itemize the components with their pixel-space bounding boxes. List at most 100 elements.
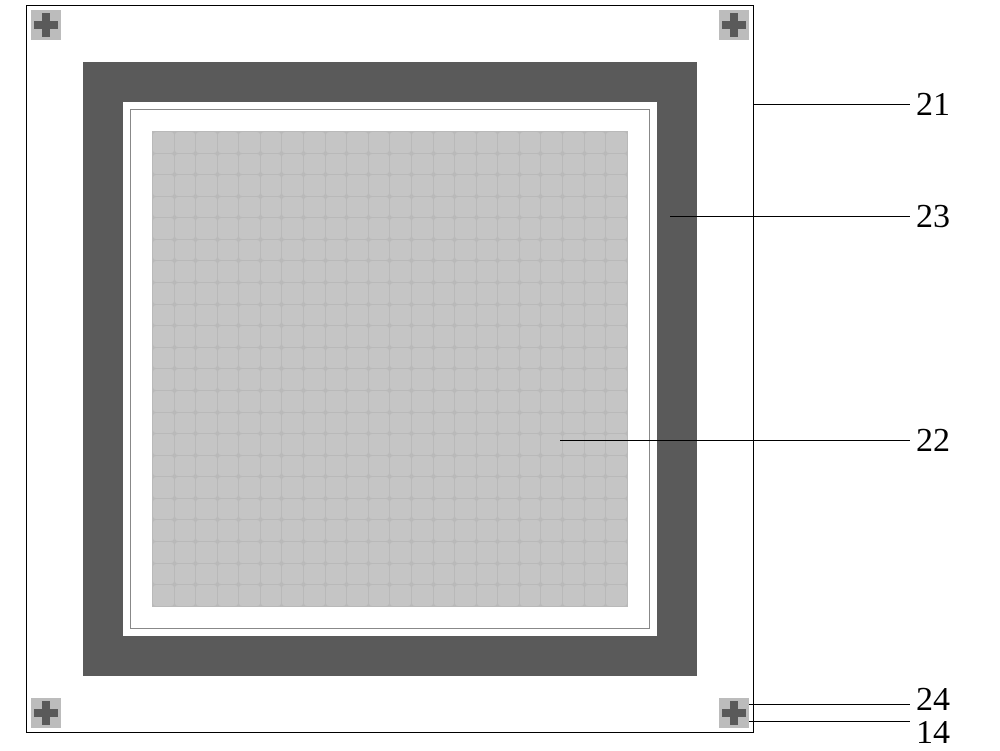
grid-cell [347, 434, 368, 455]
grid-cell [153, 369, 174, 390]
grid-cell [390, 348, 411, 369]
grid-cell [455, 154, 476, 175]
grid-cell [606, 391, 627, 412]
grid-cell [563, 585, 584, 606]
grid-cell [261, 132, 282, 153]
grid-cell [477, 413, 498, 434]
grid-cell [347, 326, 368, 347]
grid-cell [390, 240, 411, 261]
grid-cell [434, 218, 455, 239]
grid-cell [347, 154, 368, 175]
grid-cell [498, 413, 519, 434]
grid-cell [541, 434, 562, 455]
grid-cell [390, 477, 411, 498]
grid-cell [498, 564, 519, 585]
grid-cell [347, 564, 368, 585]
grid-cell [196, 218, 217, 239]
grid-cell [520, 326, 541, 347]
grid-cell [196, 413, 217, 434]
grid-cell [153, 348, 174, 369]
grid-cell [585, 261, 606, 282]
grid-cell [520, 261, 541, 282]
diagram-stage: 2123222414 [0, 0, 1000, 749]
grid-cell [434, 564, 455, 585]
grid-cell [261, 197, 282, 218]
grid-cell [412, 520, 433, 541]
grid-cell [520, 197, 541, 218]
grid-cell [153, 391, 174, 412]
grid-cell [347, 542, 368, 563]
grid-cell [477, 564, 498, 585]
grid-cell [498, 434, 519, 455]
grid-cell [369, 348, 390, 369]
grid-cell [175, 305, 196, 326]
grid-cell [282, 456, 303, 477]
grid-cell [196, 520, 217, 541]
grid-cell [326, 348, 347, 369]
grid-cell [175, 456, 196, 477]
grid-cell [326, 413, 347, 434]
grid-cell [282, 585, 303, 606]
grid-cell [153, 132, 174, 153]
grid-cell [585, 305, 606, 326]
cross-icon [722, 709, 746, 717]
grid-cell [455, 261, 476, 282]
grid-cell [261, 434, 282, 455]
grid-cell [390, 218, 411, 239]
grid-cell [412, 585, 433, 606]
grid-cell [175, 197, 196, 218]
grid-cell [261, 240, 282, 261]
grid-cell [585, 283, 606, 304]
grid-cell [326, 456, 347, 477]
grid-cell [585, 132, 606, 153]
grid-cell [326, 197, 347, 218]
grid-cell [585, 564, 606, 585]
grid-cell [347, 132, 368, 153]
grid-cell [563, 369, 584, 390]
grid-cell [282, 348, 303, 369]
grid-cell [498, 305, 519, 326]
corner-marker-br [719, 698, 749, 728]
grid-cell [585, 175, 606, 196]
grid-cell [563, 305, 584, 326]
grid-cell [606, 542, 627, 563]
grid-cell [239, 456, 260, 477]
grid-cell [326, 520, 347, 541]
grid-cell [282, 434, 303, 455]
grid-cell [541, 261, 562, 282]
grid-cell [563, 456, 584, 477]
grid-cell [196, 261, 217, 282]
grid-cell [218, 434, 239, 455]
grid-cell [282, 413, 303, 434]
grid-cell [347, 197, 368, 218]
grid-array [152, 131, 628, 607]
leader-line-14 [749, 721, 910, 722]
grid-cell [585, 585, 606, 606]
grid-cell [282, 520, 303, 541]
grid-cell [304, 326, 325, 347]
grid-cell [498, 585, 519, 606]
grid-cell [304, 585, 325, 606]
grid-cell [326, 391, 347, 412]
grid-cell [326, 305, 347, 326]
callout-label-24: 24 [916, 683, 950, 717]
grid-cell [369, 477, 390, 498]
grid-cell [585, 391, 606, 412]
grid-cell [434, 348, 455, 369]
grid-cell [563, 240, 584, 261]
grid-cell [304, 348, 325, 369]
grid-cell [434, 132, 455, 153]
grid-cell [477, 391, 498, 412]
grid-cell [282, 240, 303, 261]
grid-cell [261, 154, 282, 175]
grid-cell [261, 542, 282, 563]
grid-cell [585, 154, 606, 175]
grid-cell [304, 283, 325, 304]
grid-cell [455, 456, 476, 477]
grid-cell [412, 305, 433, 326]
grid-cell [304, 456, 325, 477]
grid-cell [218, 585, 239, 606]
grid-cell [218, 261, 239, 282]
grid-cell [390, 585, 411, 606]
grid-cell [563, 261, 584, 282]
